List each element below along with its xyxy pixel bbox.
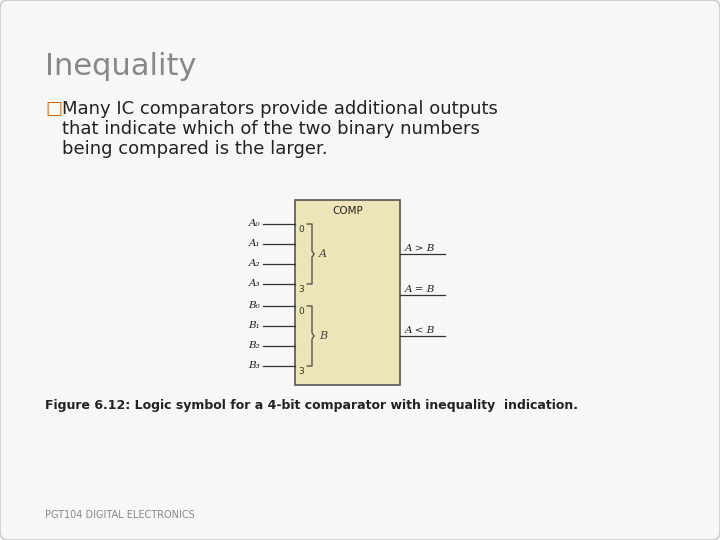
Text: PGT104 DIGITAL ELECTRONICS: PGT104 DIGITAL ELECTRONICS [45,510,194,520]
Text: A < B: A < B [405,326,436,335]
Text: Figure 6.12: Logic symbol for a 4-bit comparator with inequality  indication.: Figure 6.12: Logic symbol for a 4-bit co… [45,399,578,412]
Text: 3: 3 [298,367,304,376]
Text: B₁: B₁ [248,321,260,330]
Text: A = B: A = B [405,285,436,294]
FancyBboxPatch shape [295,200,400,385]
Text: COMP: COMP [332,206,363,216]
Text: that indicate which of the two binary numbers: that indicate which of the two binary nu… [62,120,480,138]
Text: 0: 0 [298,225,304,234]
Text: Inequality: Inequality [45,52,197,81]
Text: A₁: A₁ [248,240,260,248]
Text: B₃: B₃ [248,361,260,370]
Text: B₀: B₀ [248,301,260,310]
Text: □: □ [45,100,62,118]
Text: Many IC comparators provide additional outputs: Many IC comparators provide additional o… [62,100,498,118]
Text: A₃: A₃ [248,280,260,288]
Text: B₂: B₂ [248,341,260,350]
Text: 3: 3 [298,285,304,294]
Text: 0: 0 [298,307,304,316]
Text: A₀: A₀ [248,219,260,228]
Text: B: B [319,331,327,341]
Text: A: A [319,249,327,259]
Text: A > B: A > B [405,244,436,253]
Text: being compared is the larger.: being compared is the larger. [62,140,328,158]
Text: A₂: A₂ [248,260,260,268]
